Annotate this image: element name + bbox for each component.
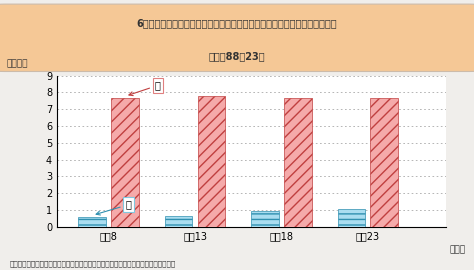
- Bar: [198, 96, 225, 227]
- Bar: [370, 98, 398, 227]
- Bar: [251, 211, 279, 227]
- Text: －平成88～23年: －平成88～23年: [209, 51, 265, 61]
- Text: 夫: 夫: [96, 200, 131, 215]
- Text: （年）: （年）: [449, 245, 465, 254]
- Bar: [284, 98, 312, 227]
- Bar: [111, 98, 139, 227]
- Text: 6歳未満の子供を持つ夫・妻の家事関連時間（夫婦と子供の世帯，週全体）: 6歳未満の子供を持つ夫・妻の家事関連時間（夫婦と子供の世帯，週全体）: [137, 19, 337, 29]
- Text: （注）家事関連時間・・・「家事」，「介護・看護」，「育児」，「買い物」の合計: （注）家事関連時間・・・「家事」，「介護・看護」，「育児」，「買い物」の合計: [9, 261, 176, 267]
- Text: （時間）: （時間）: [6, 59, 28, 68]
- Bar: [165, 215, 192, 227]
- FancyBboxPatch shape: [0, 4, 474, 72]
- Bar: [79, 217, 106, 227]
- Bar: [337, 209, 365, 227]
- Text: 妻: 妻: [129, 80, 161, 96]
